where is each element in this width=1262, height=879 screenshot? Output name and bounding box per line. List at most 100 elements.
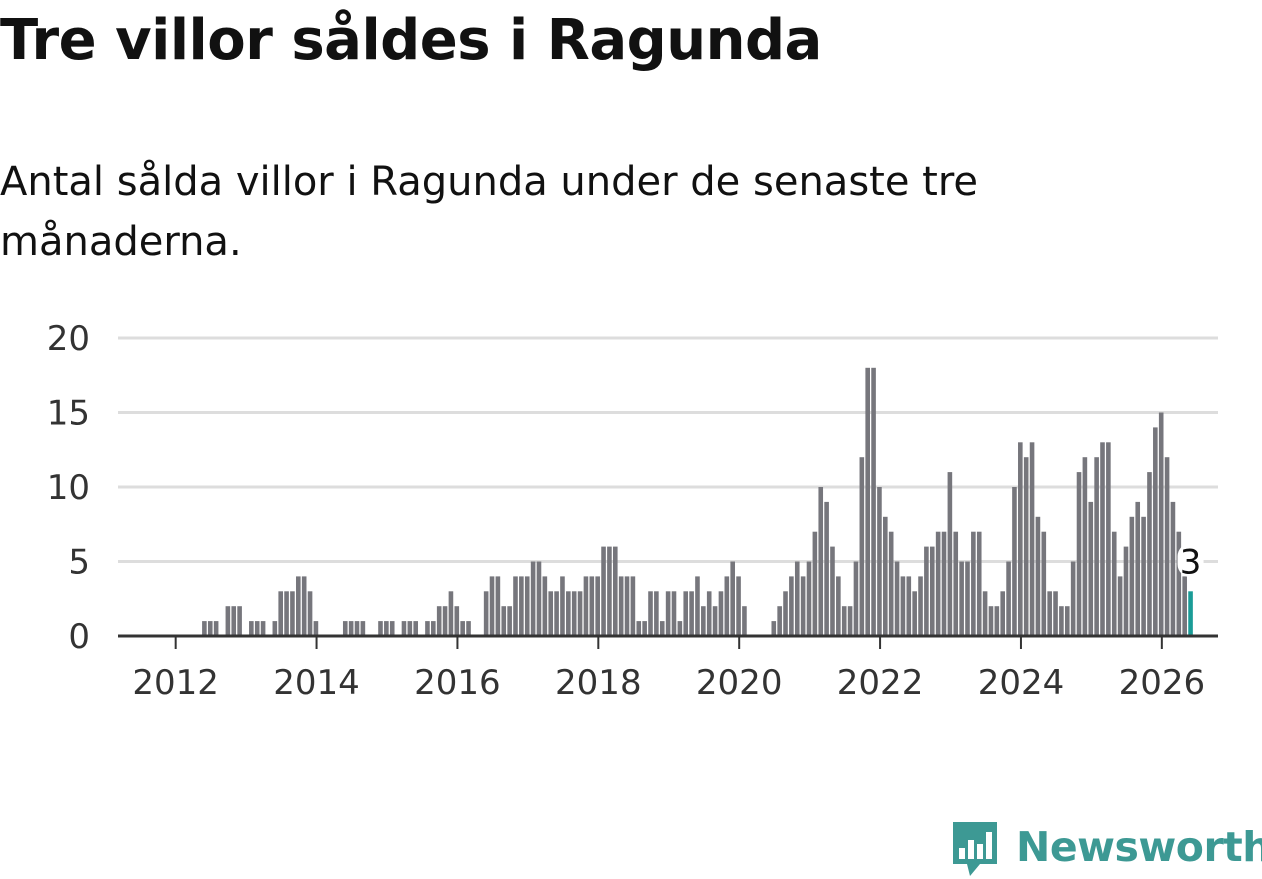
bar — [348, 621, 354, 636]
bar — [941, 531, 947, 636]
bar — [607, 546, 612, 636]
bar — [918, 576, 923, 636]
bar — [313, 621, 319, 636]
bar — [342, 621, 348, 636]
bar — [683, 591, 689, 636]
bar — [630, 576, 636, 636]
bar — [431, 621, 436, 636]
bar — [800, 576, 806, 636]
bar — [249, 621, 254, 636]
bar — [296, 576, 301, 636]
bar — [237, 606, 242, 636]
bar — [777, 606, 782, 636]
y-tick-label: 10 — [47, 468, 90, 508]
bar — [1012, 487, 1017, 636]
bar — [877, 487, 882, 636]
latest-value-annotation: 3 — [1177, 542, 1204, 582]
bar — [583, 576, 589, 636]
bar — [912, 591, 917, 636]
annotation-halo — [1177, 543, 1204, 578]
bar — [771, 621, 777, 636]
x-tick-label: 2018 — [555, 663, 642, 703]
bar — [1088, 501, 1094, 636]
y-tick-label: 5 — [68, 543, 90, 583]
bar-chart: 0 5 10 15 20 2012 2014 2016 2018 2020 2022 2024 202… — [47, 319, 1218, 703]
bar — [589, 576, 595, 636]
bar — [1041, 531, 1047, 636]
bar — [501, 606, 507, 636]
y-tick-label: 20 — [47, 319, 90, 359]
bar — [1141, 516, 1146, 636]
bar — [847, 606, 853, 636]
bar — [929, 546, 935, 636]
bar — [965, 561, 970, 636]
bar — [225, 606, 231, 636]
bar — [924, 546, 929, 636]
bar — [524, 576, 530, 636]
bar — [636, 621, 642, 636]
bar — [460, 621, 465, 636]
x-tick-label: 2014 — [273, 663, 360, 703]
bar — [853, 561, 859, 636]
bar — [618, 576, 624, 636]
bar — [548, 591, 554, 636]
y-tick-label: 0 — [68, 617, 90, 657]
bar — [595, 576, 600, 636]
gridlines — [118, 336, 1218, 563]
bar — [1100, 442, 1105, 636]
bar — [1106, 442, 1111, 636]
bar — [988, 606, 994, 636]
bar — [894, 561, 900, 636]
bar — [1076, 472, 1082, 636]
bar — [865, 367, 870, 636]
bar — [1164, 457, 1170, 636]
bar — [859, 457, 865, 636]
bar — [935, 531, 941, 636]
bar — [560, 576, 565, 636]
bar — [307, 591, 313, 636]
bar — [953, 531, 959, 636]
bar — [536, 561, 542, 636]
bar — [906, 576, 912, 636]
bar — [883, 516, 888, 636]
bar — [695, 576, 700, 636]
bar — [1182, 576, 1187, 636]
bar — [254, 621, 260, 636]
bar — [278, 591, 283, 636]
bar — [718, 591, 724, 636]
bar — [1082, 457, 1088, 636]
bar — [830, 546, 835, 636]
bar — [812, 531, 818, 636]
bar — [272, 621, 278, 636]
bar — [1064, 606, 1070, 636]
bar — [213, 621, 219, 636]
bar — [1059, 606, 1064, 636]
bar — [407, 621, 413, 636]
bar — [665, 591, 671, 636]
bar — [824, 501, 829, 636]
newsworthy-logo: Newsworthy — [950, 818, 1262, 876]
bar — [1123, 546, 1129, 636]
bar — [530, 561, 536, 636]
bar — [290, 591, 295, 636]
bar — [689, 591, 694, 636]
bar — [284, 591, 289, 636]
bar — [207, 621, 213, 636]
x-tick-label: 2016 — [414, 663, 501, 703]
bar — [659, 621, 665, 636]
bar — [1111, 531, 1117, 636]
bar — [378, 621, 383, 636]
bar — [994, 606, 1000, 636]
bar — [654, 591, 659, 636]
bar — [1158, 412, 1164, 636]
bar — [389, 621, 395, 636]
x-tick-label: 2020 — [696, 663, 783, 703]
bar — [871, 367, 876, 636]
bar — [724, 576, 730, 636]
bar — [841, 606, 847, 636]
y-tick-label: 15 — [47, 394, 90, 434]
bar — [231, 606, 237, 636]
bar — [612, 546, 618, 636]
bar — [947, 472, 953, 636]
bar — [1070, 561, 1076, 636]
